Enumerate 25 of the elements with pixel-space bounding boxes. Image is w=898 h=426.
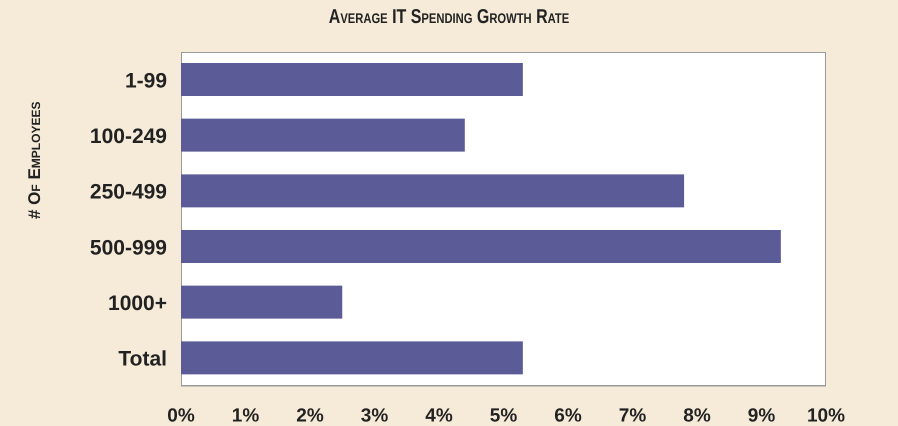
y-tick-label: 1-99: [124, 69, 167, 92]
x-tick-label: 2%: [296, 405, 324, 426]
x-tick-label: 5%: [490, 405, 518, 426]
bar: [181, 286, 342, 319]
x-tick-label: 0%: [167, 405, 195, 426]
bar: [181, 63, 523, 96]
bar: [181, 174, 684, 208]
x-tick-label: 8%: [683, 405, 711, 426]
chart-title: Average IT Spending Growth Rate: [328, 6, 570, 29]
x-tick-label: 1%: [232, 405, 260, 426]
y-tick-label: 1000+: [108, 292, 167, 315]
bar: [181, 230, 781, 263]
x-tick-label: 6%: [554, 405, 582, 426]
y-tick-label: 100-249: [90, 124, 167, 148]
y-axis-title: # Of Employees: [25, 102, 44, 219]
x-tick-label: 3%: [360, 405, 388, 426]
x-tick-label: 9%: [748, 405, 776, 426]
x-tick-label: 7%: [618, 405, 646, 426]
bar: [181, 118, 465, 152]
y-tick-label: Total: [118, 348, 167, 371]
y-tick-label: 500-999: [90, 236, 167, 260]
y-tick-label: 250-499: [90, 180, 167, 204]
bar: [181, 341, 523, 374]
x-tick-label: 10%: [806, 405, 846, 426]
x-tick-label: 4%: [425, 405, 453, 426]
